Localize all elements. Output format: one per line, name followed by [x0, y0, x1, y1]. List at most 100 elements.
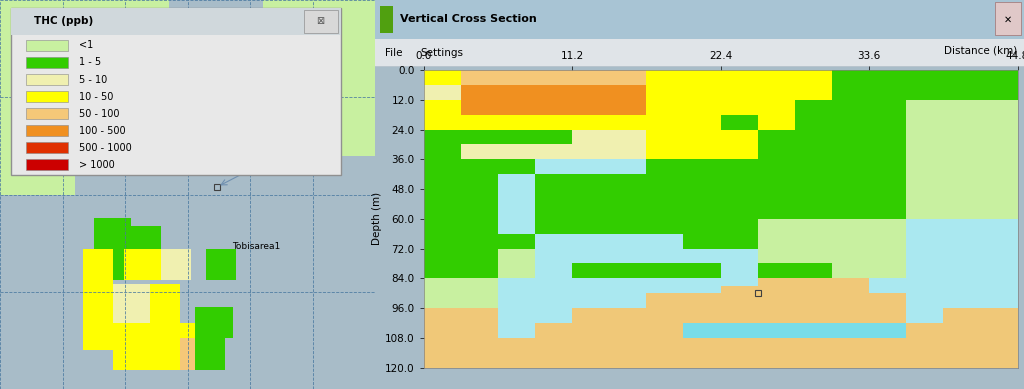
Bar [831, 100, 906, 115]
Bar [683, 263, 721, 279]
Bar [646, 279, 683, 293]
Bar [572, 130, 646, 174]
Bar [180, 338, 195, 370]
Bar [906, 293, 943, 323]
Bar [424, 249, 498, 279]
Bar [461, 70, 535, 85]
Bar [906, 323, 943, 338]
Bar [195, 307, 232, 338]
Bar [424, 130, 461, 159]
Bar [27, 58, 68, 68]
Bar [683, 70, 758, 130]
Bar [831, 219, 906, 279]
Bar [646, 159, 721, 174]
Bar [869, 308, 906, 323]
Bar [831, 115, 906, 130]
Text: 1 - 5: 1 - 5 [79, 58, 101, 67]
Bar [869, 279, 906, 293]
Bar [0, 117, 75, 194]
Bar [683, 308, 721, 323]
Bar [758, 100, 795, 130]
Text: ✕: ✕ [1004, 14, 1012, 25]
Bar [572, 249, 646, 263]
Bar [646, 249, 683, 263]
Bar [906, 219, 1018, 279]
Bar [646, 263, 683, 279]
Bar [11, 8, 341, 35]
Bar [161, 249, 191, 280]
Y-axis label: Depth (m): Depth (m) [373, 192, 382, 245]
Bar [646, 130, 721, 144]
Bar [721, 144, 758, 159]
Text: 500 - 1000: 500 - 1000 [79, 143, 131, 152]
Bar [572, 308, 646, 338]
Bar [758, 234, 831, 263]
Text: 100 - 500: 100 - 500 [79, 126, 125, 135]
Bar [535, 70, 609, 85]
Bar [0, 0, 169, 117]
Bar [758, 130, 795, 159]
Text: > 1000: > 1000 [79, 159, 115, 170]
Bar [375, 0, 1024, 39]
Bar [683, 279, 721, 293]
Bar [83, 311, 113, 350]
Bar [758, 159, 831, 219]
Text: ⊠: ⊠ [316, 16, 325, 26]
Bar [124, 249, 161, 280]
Bar [721, 159, 758, 204]
Bar [535, 279, 572, 293]
Bar [424, 159, 498, 234]
Bar [461, 130, 535, 144]
Bar [27, 91, 68, 102]
Bar [424, 85, 461, 100]
Bar [498, 293, 535, 308]
Bar [461, 115, 535, 130]
Bar [375, 39, 1024, 66]
Bar [424, 308, 498, 338]
Bar [869, 130, 906, 159]
Bar [83, 249, 113, 280]
Bar [943, 308, 1018, 323]
Bar [158, 323, 195, 370]
Bar [535, 234, 572, 249]
Bar [535, 174, 721, 234]
Bar [27, 74, 68, 85]
Bar [683, 249, 721, 263]
Text: Settings: Settings [421, 47, 464, 58]
Bar [795, 100, 831, 130]
Bar [646, 234, 683, 249]
Text: 10 - 50: 10 - 50 [79, 91, 113, 102]
Bar [646, 70, 683, 115]
Bar [498, 174, 535, 234]
Bar [498, 308, 535, 323]
Bar [424, 70, 461, 85]
Bar [424, 338, 1018, 368]
Bar [609, 115, 683, 130]
Bar [94, 218, 131, 249]
Bar [424, 279, 498, 293]
Bar [758, 308, 831, 323]
Bar [906, 70, 1018, 100]
Bar [721, 308, 758, 323]
Bar [721, 115, 758, 130]
Bar [758, 219, 831, 234]
Bar [27, 159, 68, 170]
Bar [27, 142, 68, 153]
Bar [943, 293, 1018, 308]
Bar [721, 286, 758, 293]
Bar [572, 159, 646, 174]
Bar [609, 85, 646, 115]
Bar [646, 308, 683, 338]
Text: 50 - 100: 50 - 100 [79, 109, 119, 119]
Bar [535, 323, 572, 338]
Bar [535, 293, 572, 323]
Bar [498, 323, 535, 338]
Bar [27, 109, 68, 119]
Text: Tobisarea1: Tobisarea1 [232, 242, 281, 251]
Bar [831, 293, 869, 308]
Bar [831, 159, 906, 219]
Bar [758, 279, 831, 293]
Bar [424, 293, 498, 308]
Bar [535, 159, 572, 174]
Text: THC (ppb): THC (ppb) [34, 16, 93, 26]
